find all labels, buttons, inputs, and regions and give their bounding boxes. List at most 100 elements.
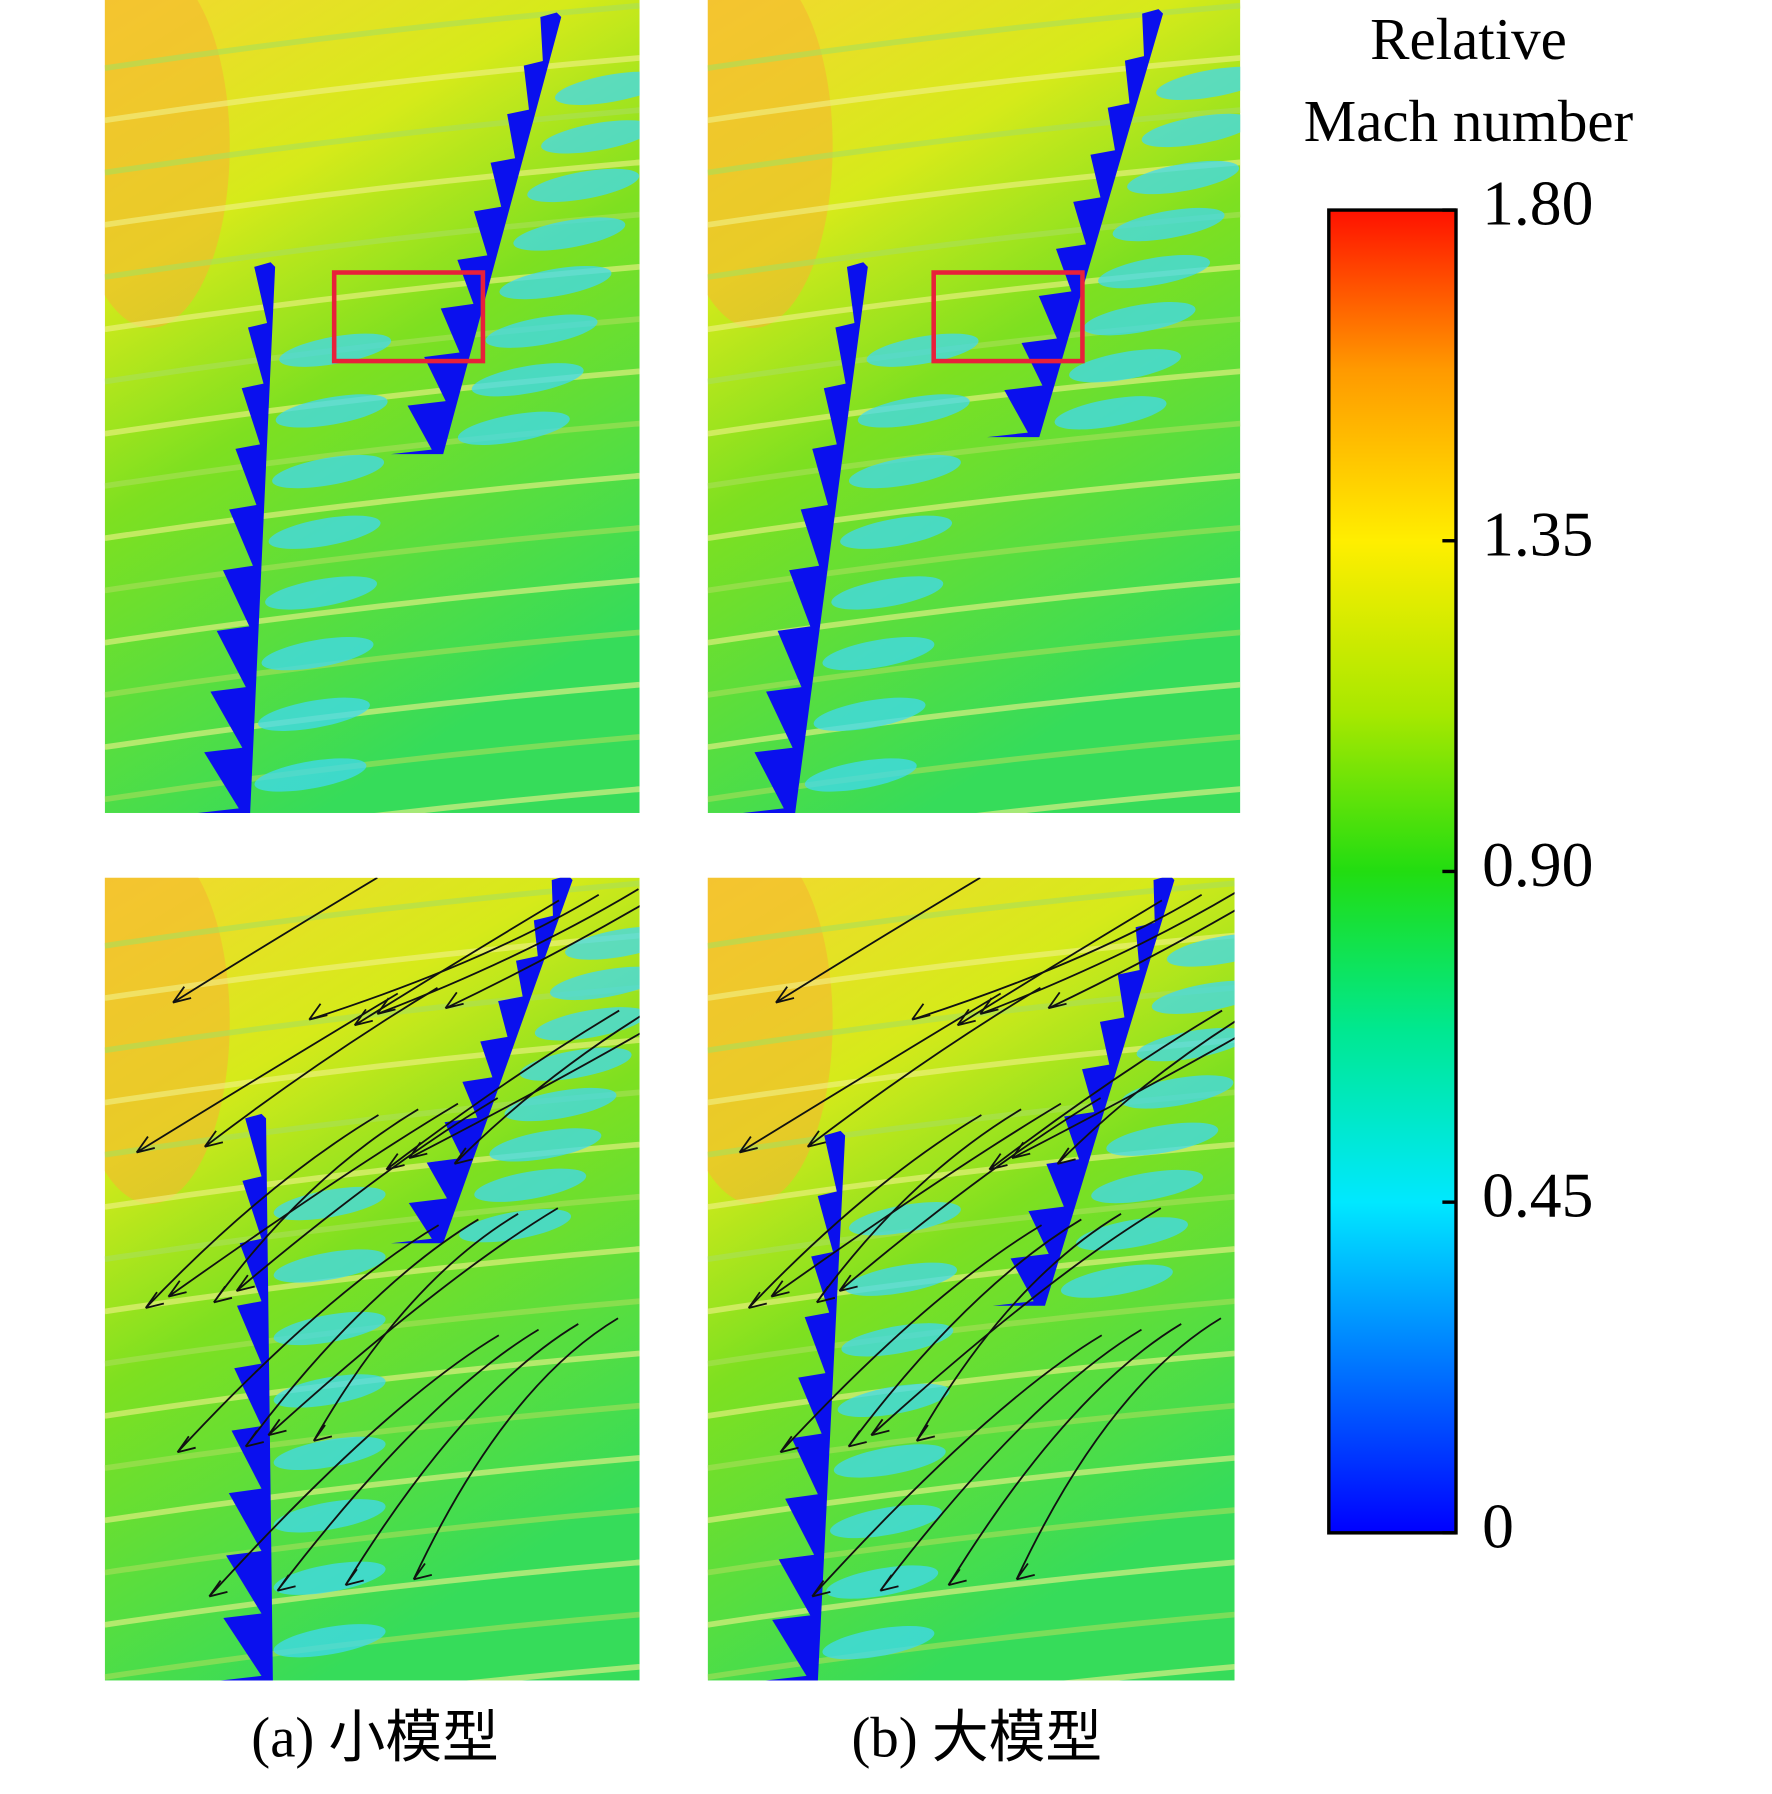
stripe xyxy=(707,525,1241,594)
wake xyxy=(813,697,926,731)
blade xyxy=(216,1113,273,1681)
stripe xyxy=(707,2,1241,71)
blade xyxy=(982,9,1164,438)
wake xyxy=(831,576,944,610)
stripe xyxy=(466,1664,640,1681)
contour-panels xyxy=(104,0,1241,1681)
wake xyxy=(513,217,626,251)
streamline xyxy=(376,888,639,1015)
wake xyxy=(273,1374,386,1408)
stripe xyxy=(707,1350,1235,1419)
colorbar-title: Relative xyxy=(1370,6,1567,72)
stripe xyxy=(104,932,640,1001)
stripe xyxy=(104,159,640,228)
panel-caption: (b) 大模型 xyxy=(851,1707,1102,1770)
streamline xyxy=(779,1224,1043,1454)
streamline xyxy=(208,1334,500,1598)
streamline xyxy=(815,1108,1022,1304)
stripe xyxy=(104,55,640,124)
stripe xyxy=(104,681,640,750)
wake xyxy=(254,758,367,792)
tick-label: 0.90 xyxy=(1482,829,1593,900)
wake xyxy=(1151,980,1235,1014)
stripe xyxy=(104,2,640,71)
wake xyxy=(845,1262,958,1296)
wake xyxy=(527,168,640,203)
wake xyxy=(1083,302,1196,336)
streamline xyxy=(176,1224,440,1454)
streamline xyxy=(775,877,981,1004)
wake xyxy=(1112,207,1225,242)
stripe xyxy=(104,107,640,176)
wake xyxy=(265,576,378,610)
wake xyxy=(273,1249,386,1283)
wake xyxy=(474,1168,587,1202)
streamline xyxy=(385,1009,620,1171)
stripe xyxy=(707,985,1235,1054)
wake xyxy=(833,1444,946,1478)
stripe xyxy=(1064,1664,1235,1681)
wake xyxy=(841,1323,954,1357)
stripe xyxy=(707,932,1235,1001)
streamline xyxy=(144,1114,379,1309)
wake xyxy=(1166,933,1235,967)
blade xyxy=(738,262,868,813)
streamline xyxy=(203,987,438,1148)
panel xyxy=(104,877,640,1681)
highlight-box xyxy=(331,270,486,364)
stripe xyxy=(707,629,1241,698)
streamline xyxy=(811,1334,1103,1598)
streamline xyxy=(235,1097,499,1292)
streamline xyxy=(444,905,640,1010)
stripe xyxy=(707,1611,1235,1680)
wake xyxy=(848,454,961,489)
streamline xyxy=(947,1323,1182,1586)
wake xyxy=(261,636,374,671)
streamline xyxy=(453,1015,640,1165)
stripe xyxy=(707,681,1241,750)
stripe xyxy=(104,1507,640,1576)
wake xyxy=(489,1128,602,1162)
wake xyxy=(1121,1075,1234,1109)
wake xyxy=(272,454,385,489)
colorbar xyxy=(1327,208,1458,1535)
streamline xyxy=(988,1009,1223,1171)
stripe xyxy=(707,1193,1235,1263)
streamline xyxy=(747,1114,982,1309)
streamline xyxy=(244,1218,479,1448)
wake xyxy=(1141,113,1241,148)
stripe xyxy=(374,786,640,813)
streamline xyxy=(806,987,1041,1148)
panel xyxy=(707,0,1241,813)
wake xyxy=(848,1202,961,1236)
wake xyxy=(840,515,953,549)
wake xyxy=(541,120,640,154)
stripe xyxy=(104,1455,640,1524)
wake xyxy=(830,1504,942,1539)
streamline xyxy=(870,1207,1162,1437)
wake xyxy=(1054,396,1167,430)
tick-label: 1.35 xyxy=(1482,498,1593,569)
wake xyxy=(268,515,381,549)
stripe xyxy=(707,1455,1235,1524)
streamline xyxy=(213,1108,419,1304)
streamline xyxy=(1047,909,1235,1010)
wake xyxy=(1060,1264,1173,1298)
wake xyxy=(273,1561,386,1595)
wake xyxy=(471,363,584,397)
stripe xyxy=(104,525,640,594)
wake xyxy=(1098,254,1211,289)
streamline xyxy=(956,899,1163,1027)
wake xyxy=(1127,160,1240,195)
wake xyxy=(275,394,388,428)
wake xyxy=(499,265,612,300)
wake xyxy=(519,1047,632,1081)
wake xyxy=(565,926,640,960)
wake xyxy=(826,1565,939,1599)
wake xyxy=(1156,66,1241,101)
streamline xyxy=(167,1102,459,1298)
streamline xyxy=(911,893,1203,1021)
streamline xyxy=(135,992,399,1154)
streamline xyxy=(344,1323,579,1586)
